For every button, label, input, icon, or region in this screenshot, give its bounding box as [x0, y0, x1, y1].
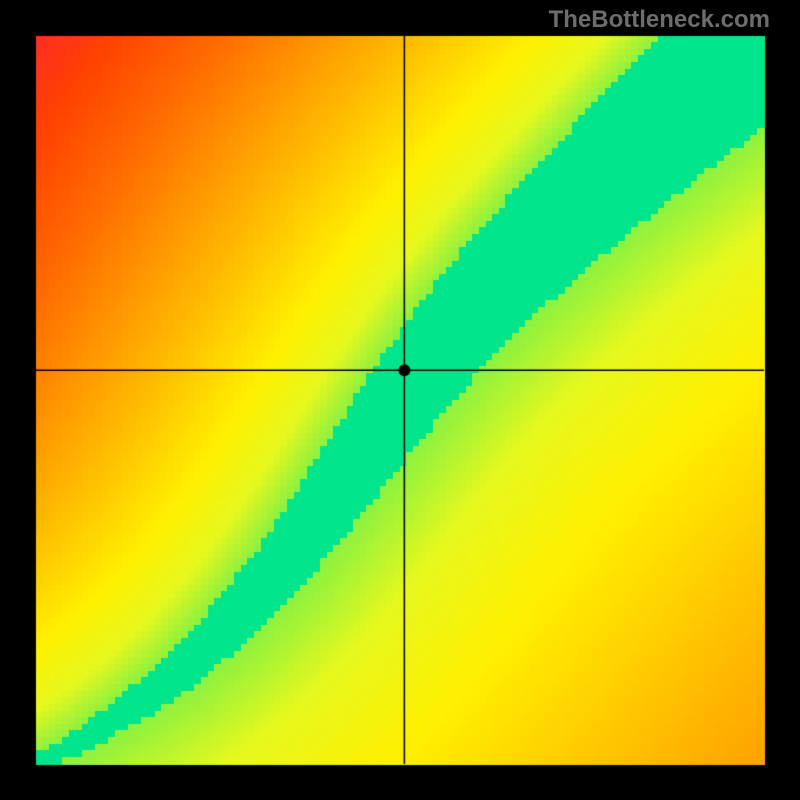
watermark-text: TheBottleneck.com	[549, 6, 770, 34]
bottleneck-heatmap	[0, 0, 800, 800]
chart-container: TheBottleneck.com	[0, 0, 800, 800]
